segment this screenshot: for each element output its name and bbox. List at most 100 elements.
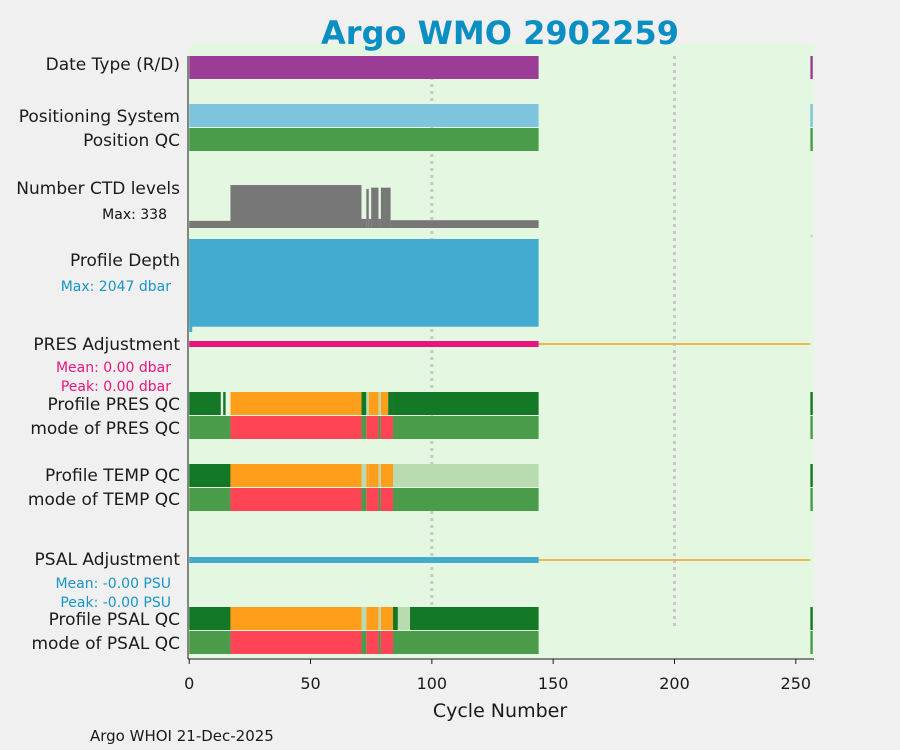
mode-of-pres-qc-segment-4 bbox=[378, 416, 381, 439]
profile-temp-qc-segment-1 bbox=[230, 464, 362, 487]
profile-depth-max-label: Max: 2047 dbar bbox=[61, 279, 172, 295]
position-qc-segment-0 bbox=[189, 128, 539, 151]
profile-pres-qc-segment-8 bbox=[388, 392, 394, 415]
x-tick-label-150: 150 bbox=[538, 674, 569, 693]
profile-depth-first-cycle bbox=[189, 239, 193, 332]
mode-of-psal-qc-segment-6 bbox=[393, 631, 539, 654]
ctd-max-label: Max: 338 bbox=[102, 207, 167, 223]
mode-of-pres-qc-segment-3 bbox=[366, 416, 379, 439]
ctd-level-block-7 bbox=[380, 187, 391, 228]
row-labels: Date Type (R/D) Positioning System Positio… bbox=[16, 55, 180, 654]
x-tick-label-100: 100 bbox=[417, 674, 448, 693]
psal-adjustment-label: PSAL Adjustment bbox=[35, 550, 181, 570]
profile-pres-qc-segment-7 bbox=[380, 392, 389, 415]
reference-lines bbox=[430, 56, 676, 628]
profile-temp-qc-segment-6 bbox=[380, 464, 394, 487]
position-qc-label: Position QC bbox=[83, 131, 180, 151]
x-tick-label-200: 200 bbox=[659, 674, 690, 693]
mode-of-temp-qc-segment-4 bbox=[378, 488, 381, 511]
chart-title: Argo WMO 2902259 bbox=[321, 14, 679, 52]
pres-adjustment-label: PRES Adjustment bbox=[33, 335, 180, 355]
mode-of-temp-qc-label: mode of TEMP QC bbox=[28, 490, 180, 510]
date-type-r-d-segment-0 bbox=[189, 56, 539, 79]
profile-pres-qc-segment-2 bbox=[230, 392, 362, 415]
profile-depth-bar bbox=[189, 239, 539, 327]
psal-adjustment-peak: Peak: -0.00 PSU bbox=[60, 595, 171, 611]
profile-pres-qc-label: Profile PRES QC bbox=[47, 395, 180, 415]
x-axis-label: Cycle Number bbox=[433, 700, 567, 722]
mode-of-pres-qc-segment-5 bbox=[380, 416, 394, 439]
profile-pres-qc-segment-1 bbox=[223, 392, 226, 415]
mode-of-pres-qc-label: mode of PRES QC bbox=[30, 419, 180, 439]
ctd-level-block-1 bbox=[230, 185, 362, 228]
mode-of-psal-qc-segment-1 bbox=[230, 631, 362, 654]
profile-temp-qc-segment-5 bbox=[378, 464, 381, 487]
pres-adjustment-mean: Mean: 0.00 dbar bbox=[56, 360, 171, 376]
profile-psal-qc-segment-6 bbox=[393, 607, 398, 630]
mode-of-psal-qc-segment-5 bbox=[380, 631, 394, 654]
profile-pres-qc-segment-3 bbox=[361, 392, 367, 415]
ctd-level-block-4 bbox=[368, 218, 372, 228]
profile-psal-qc-label: Profile PSAL QC bbox=[49, 610, 180, 630]
profile-psal-qc-segment-3 bbox=[366, 607, 379, 630]
mode-of-temp-qc-segment-6 bbox=[393, 488, 539, 511]
ctd-level-block-6 bbox=[378, 218, 381, 228]
profile-temp-qc-segment-7 bbox=[393, 464, 539, 487]
profile-psal-qc-segment-4 bbox=[378, 607, 381, 630]
mode-of-psal-qc-segment-0 bbox=[189, 631, 231, 654]
profile-psal-qc-segment-9 bbox=[810, 607, 813, 630]
profile-temp-qc-segment-8 bbox=[810, 464, 813, 487]
mode-of-pres-qc-segment-0 bbox=[189, 416, 231, 439]
mode-of-psal-qc-segment-7 bbox=[810, 631, 813, 654]
positioning-system-segment-1 bbox=[810, 104, 813, 127]
mode-of-temp-qc-segment-7 bbox=[810, 488, 813, 511]
pres-adjustment-bar bbox=[189, 341, 539, 347]
mode-of-pres-qc-segment-6 bbox=[393, 416, 539, 439]
profile-psal-qc-segment-8 bbox=[410, 607, 539, 630]
profile-pres-qc-segment-5 bbox=[368, 392, 379, 415]
profile-psal-qc-segment-1 bbox=[230, 607, 362, 630]
profile-temp-qc-segment-4 bbox=[368, 464, 379, 487]
date-type-r-d-label: Date Type (R/D) bbox=[46, 55, 180, 75]
footer-credit: Argo WHOI 21-Dec-2025 bbox=[90, 727, 274, 745]
mode-of-psal-qc-segment-3 bbox=[366, 631, 379, 654]
mode-of-temp-qc-segment-0 bbox=[189, 488, 231, 511]
profile-pres-qc-segment-10 bbox=[810, 392, 813, 415]
profile-psal-qc-segment-7 bbox=[397, 607, 411, 630]
mode-of-temp-qc-segment-3 bbox=[366, 488, 379, 511]
profile-pres-qc-segment-6 bbox=[378, 392, 381, 415]
profile-temp-qc-segment-3 bbox=[366, 464, 369, 487]
ctd-level-block-5 bbox=[371, 187, 379, 228]
mode-of-pres-qc-segment-2 bbox=[361, 416, 367, 439]
profile-depth-label: Profile Depth bbox=[70, 251, 180, 271]
mode-of-pres-qc-segment-1 bbox=[230, 416, 362, 439]
positioning-system-segment-0 bbox=[189, 104, 539, 127]
profile-psal-qc-segment-5 bbox=[380, 607, 394, 630]
profile-psal-qc-segment-2 bbox=[361, 607, 367, 630]
profile-pres-qc-segment-0 bbox=[189, 392, 221, 415]
x-tick-label-50: 50 bbox=[300, 674, 320, 693]
position-qc-segment-1 bbox=[810, 128, 813, 151]
pres-adjustment-peak: Peak: 0.00 dbar bbox=[61, 379, 171, 395]
profile-temp-qc-segment-0 bbox=[189, 464, 231, 487]
mode-of-temp-qc-segment-1 bbox=[230, 488, 362, 511]
mode-of-pres-qc-segment-7 bbox=[810, 416, 813, 439]
profile-pres-qc-segment-9 bbox=[393, 392, 539, 415]
profile-temp-qc-label: Profile TEMP QC bbox=[45, 466, 180, 486]
mode-of-psal-qc-segment-2 bbox=[361, 631, 367, 654]
mode-of-temp-qc-segment-2 bbox=[361, 488, 367, 511]
ctd-level-block-3 bbox=[366, 188, 369, 228]
data-marks bbox=[189, 56, 813, 654]
profile-temp-qc-segment-2 bbox=[361, 464, 367, 487]
positioning-system-label: Positioning System bbox=[19, 107, 180, 127]
profile-psal-qc-segment-0 bbox=[189, 607, 231, 630]
psal-adjustment-bar bbox=[189, 557, 539, 563]
ctd-levels-label: Number CTD levels bbox=[16, 179, 180, 199]
ctd-level-block-0 bbox=[189, 220, 231, 228]
x-tick-label-0: 0 bbox=[184, 674, 194, 693]
x-tick-label-250: 250 bbox=[781, 674, 812, 693]
date-type-r-d-segment-1 bbox=[810, 56, 813, 79]
ctd-level-block-8 bbox=[390, 220, 539, 228]
x-axis: 0 50 100 150 200 250 bbox=[184, 56, 814, 693]
